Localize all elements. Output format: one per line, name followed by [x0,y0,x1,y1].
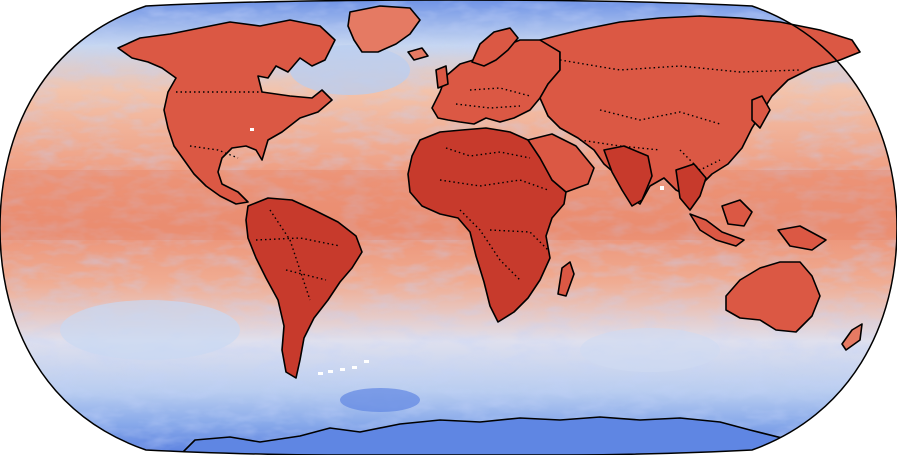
japan [751,95,771,129]
new-guinea [777,225,827,251]
africa [407,127,567,323]
sumatra-java [689,213,745,247]
continents [117,5,863,379]
south-indian-cool-patch [580,328,720,372]
iceland [407,47,429,61]
scandinavia [471,27,519,67]
greenland [347,5,421,53]
arabian-peninsula [527,133,595,193]
borneo [721,199,753,227]
antarctica [179,416,821,455]
india-subcontinent [603,145,653,207]
new-zealand [841,323,863,351]
indochina [675,163,707,211]
south-america [245,197,363,379]
australia [725,261,821,333]
south-pacific-cool-patch [60,300,240,360]
country-borders [176,59,801,301]
british-isles [435,65,449,89]
southern-ocean-cold-patch [340,388,420,412]
missing-data-markers [250,128,664,375]
madagascar [557,261,575,297]
north-america [117,19,336,205]
